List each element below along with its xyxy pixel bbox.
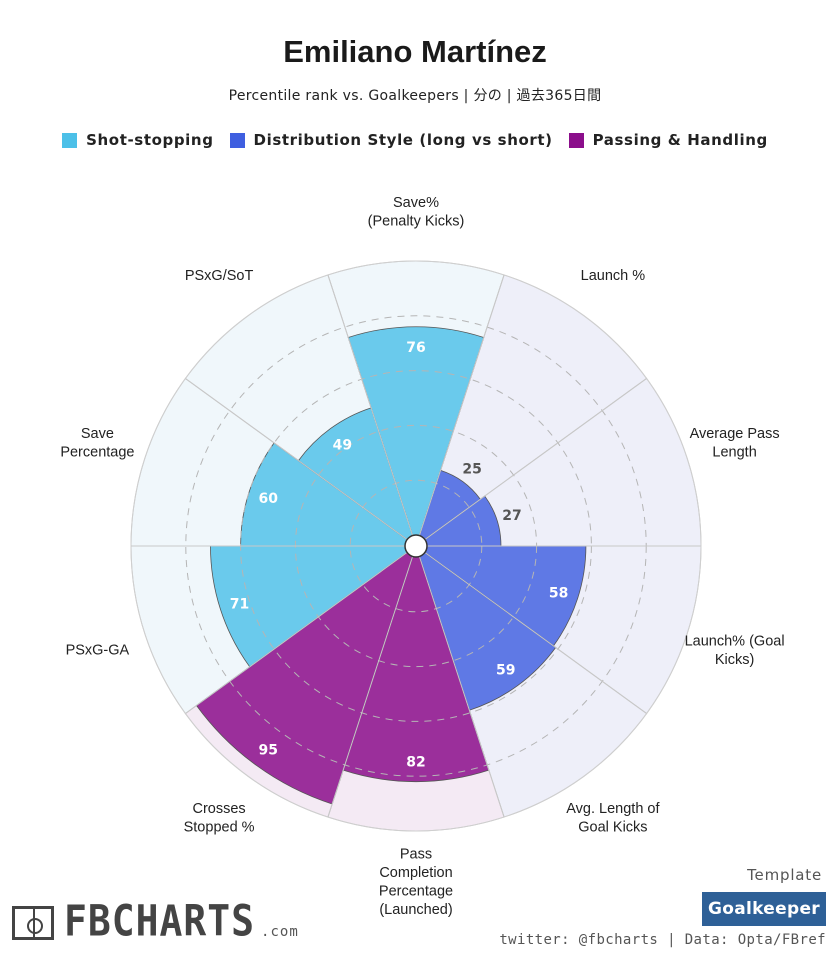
chart-subtitle: Percentile rank vs. Goalkeepers | 分の | 過… [228,88,602,104]
axis-label-1: Save% (Penalty Kicks) [368,195,465,230]
value-label-10: 49 [333,438,352,454]
logo-domain: .com [261,924,299,940]
axis-label-line: Pass [400,846,432,862]
sector-divider [415,545,505,818]
legend-item-distribution: Distribution Style (long vs short) [229,131,553,149]
axis-label-7: Crosses Stopped % [184,801,255,836]
sector-divider [415,378,647,547]
chart-title: Emiliano Martínez [283,34,547,69]
axis-label-line: Launch% (Goal [685,633,785,649]
axis-label-8: PSxG-GA [66,643,130,659]
bar-4 [414,545,587,647]
template-badge: Goalkeeper [702,892,826,926]
bar-5 [415,544,557,711]
value-label-5: 59 [496,663,515,679]
center-hub [404,534,428,558]
axis-label-line: Percentage [379,883,453,899]
axis-label-line: PSxG/SoT [185,268,254,284]
sector-divider [327,274,417,547]
bar-8 [210,545,418,668]
fbcharts-logo: FBCHARTS .com [12,900,299,942]
legend-label-passing: Passing & Handling [592,131,768,149]
legend-label-shot-stopping: Shot-stopping [86,131,214,149]
value-label-9: 60 [258,491,278,507]
value-label-1: 76 [406,340,425,356]
axis-label-line: (Penalty Kicks) [368,213,465,229]
axis-label-line: Length [712,445,756,461]
axis-label-10: PSxG/SoT [185,268,254,284]
template-caption: Template [747,866,822,884]
axis-label-line: Completion [379,865,452,881]
legend-label-distribution: Distribution Style (long vs short) [253,131,553,149]
sector-divider [185,545,417,714]
axis-label-line: (Launched) [379,902,452,918]
legend-swatch-shot-stopping [62,132,78,148]
axis-label-2: Launch % [581,268,646,284]
axis-label-4: Launch% (Goal Kicks) [685,633,785,668]
bar-1 [347,326,485,548]
sector-divider [415,545,647,714]
credit-text: twitter: @fbcharts | Data: Opta/FBref [499,932,826,948]
value-label-4: 58 [549,585,568,601]
axis-label-line: Launch % [581,268,646,284]
axis-label-line: PSxG-GA [66,643,130,659]
axis-label-line: Kicks) [715,652,754,668]
legend: Shot-stopping Distribution Style (long v… [0,131,830,149]
value-label-8: 71 [230,596,249,612]
legend-item-shot-stopping: Shot-stopping [62,131,213,149]
value-label-6: 82 [406,755,425,771]
pitch-icon [12,906,54,940]
sector-divider [185,378,417,547]
axis-label-line: Avg. Length of [566,801,660,817]
axis-label-line: Average Pass [690,426,780,442]
value-label-2: 25 [462,462,481,478]
axis-label-line: Percentage [60,445,134,461]
axis-label-line: Crosses [192,801,245,817]
value-label-3: 27 [502,508,521,524]
axis-label-5: Avg. Length of Goal Kicks [566,801,660,836]
bar-6 [342,544,490,783]
axis-label-line: Save [81,426,114,442]
legend-swatch-passing [568,132,584,148]
legend-item-passing: Passing & Handling [568,131,768,149]
legend-swatch-distribution [229,132,245,148]
axis-label-line: Stopped % [184,819,255,835]
bar-10 [297,407,417,548]
bar-7 [195,544,417,805]
sector-divider [415,274,505,547]
value-label-7: 95 [259,742,278,758]
axis-label-6: Pass Completion Percentage (Launched) [379,846,453,918]
axis-label-line: Save% [393,195,439,211]
axis-label-3: Average Pass Length [690,426,780,461]
bar-9 [240,442,418,547]
sector-divider [327,545,417,818]
axis-label-line: Goal Kicks [578,819,647,835]
logo-text: FBCHARTS [64,896,256,946]
axis-label-9: Save Percentage [60,426,134,461]
